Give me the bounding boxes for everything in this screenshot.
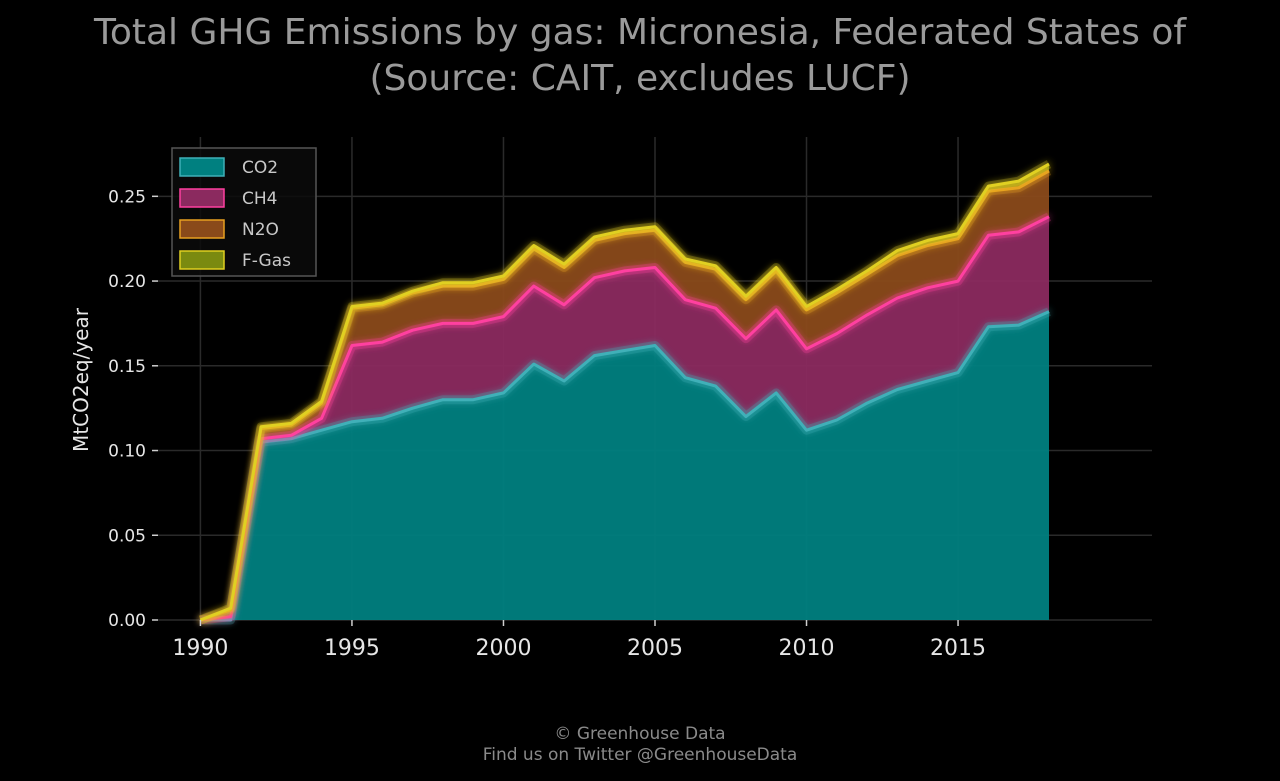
axes: 0.00 0.05 0.10 0.15 0.20 0.25 1990 1995 2000 2005… <box>108 187 986 661</box>
legend-swatch-n2o <box>179 219 225 239</box>
y-tick-label: 0.25 <box>108 187 146 207</box>
y-tick-label: 0.10 <box>108 442 146 462</box>
x-tick-label: 2000 <box>475 636 531 661</box>
x-tick-label: 2005 <box>627 636 683 661</box>
y-tick-label: 0.15 <box>108 357 146 377</box>
legend: CO2 CH4 N2O F-Gas <box>171 147 317 277</box>
footer-copyright: © Greenhouse Data <box>554 724 726 744</box>
legend-swatch-f-gas <box>179 250 225 270</box>
chart-title: Total GHG Emissions by gas: Micronesia, … <box>93 12 1187 53</box>
y-tick-label: 0.20 <box>108 272 146 292</box>
area-co2 <box>200 311 1049 620</box>
x-tick-label: 1995 <box>324 636 380 661</box>
y-tick-label: 0.05 <box>108 526 146 546</box>
line-co2 <box>200 310 1050 622</box>
line-ch4 <box>200 215 1050 622</box>
legend-label: N2O <box>242 220 279 240</box>
line-f-gas <box>199 162 1050 622</box>
x-tick-label: 2010 <box>779 636 835 661</box>
legend-label: F-Gas <box>242 251 291 271</box>
chart-subtitle: (Source: CAIT, excludes LUCF) <box>369 58 911 99</box>
y-axis-label: MtCO2eq/year <box>69 307 93 452</box>
legend-label: CO2 <box>242 158 278 178</box>
legend-label: CH4 <box>242 189 277 209</box>
footer-twitter: Find us on Twitter @GreenhouseData <box>482 745 798 765</box>
x-tick-label: 1990 <box>172 636 228 661</box>
legend-swatch-co2 <box>179 157 225 177</box>
x-tick-label: 2015 <box>930 636 986 661</box>
series-lines <box>198 160 1052 625</box>
area-n2o <box>200 170 1049 620</box>
legend-swatch-ch4 <box>179 188 225 208</box>
y-tick-label: 0.00 <box>108 611 146 631</box>
